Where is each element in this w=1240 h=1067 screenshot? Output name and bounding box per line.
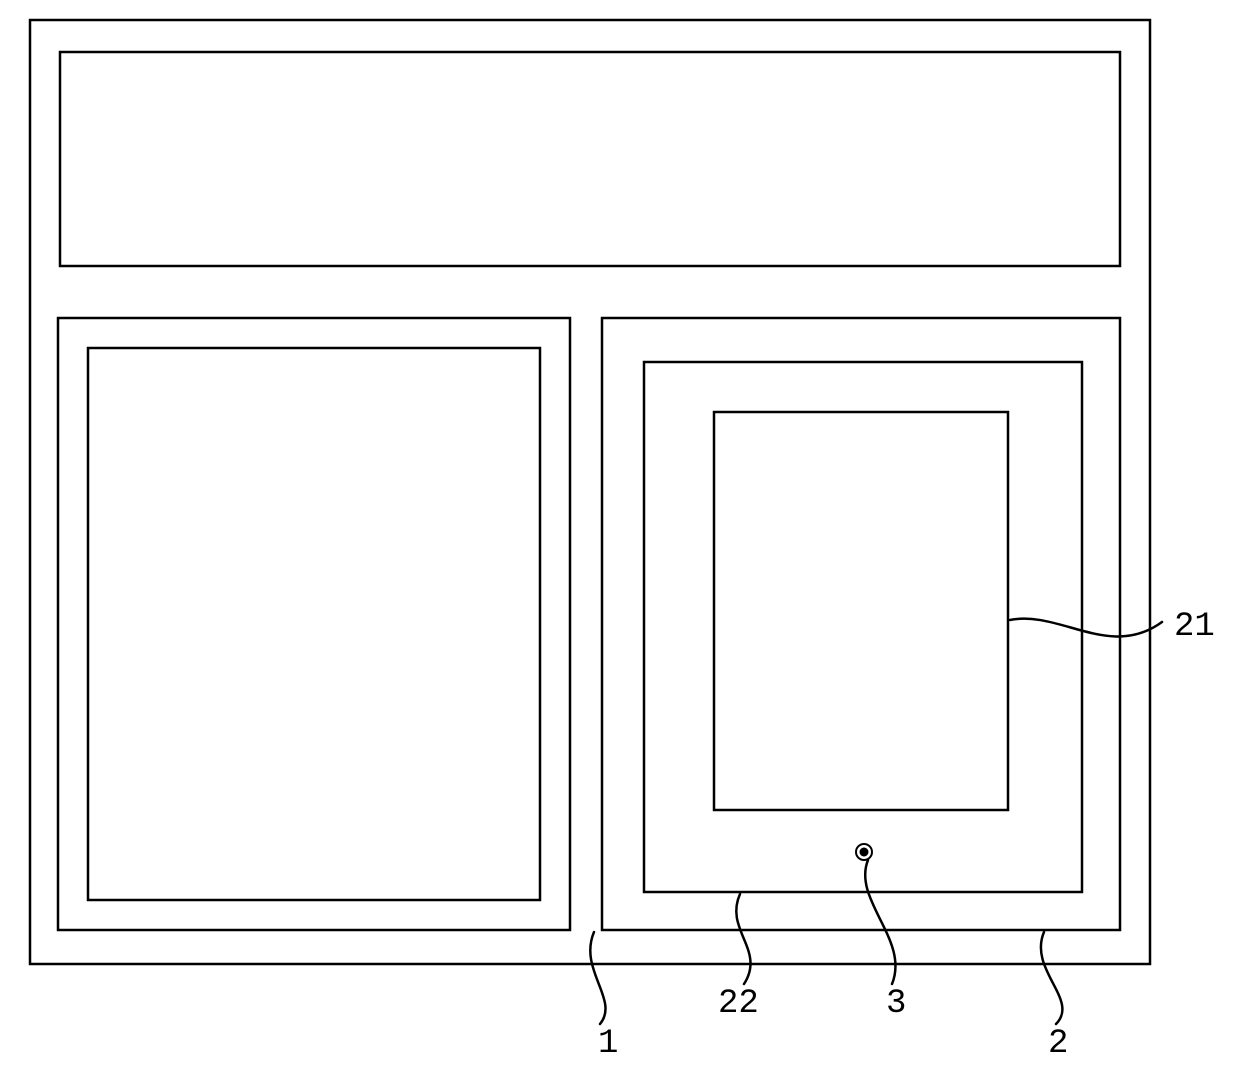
right-panel [602,318,1120,930]
leader-label-22: 22 [718,985,759,1023]
home-button-dot [860,848,869,857]
tablet-body [644,362,1082,892]
leader-label-2: 2 [1048,1025,1068,1063]
outer-frame [30,20,1150,964]
left-panel [58,318,570,930]
leader-line-2 [1041,932,1063,1024]
top-bar [60,52,1120,266]
leader-line-3 [865,860,895,984]
left-panel-inner [88,348,540,900]
leader-line-1 [590,932,605,1024]
tablet-screen [714,412,1008,810]
leader-label-21: 21 [1174,608,1215,646]
leader-line-22 [736,894,750,984]
leader-label-3: 3 [886,985,906,1023]
diagram-svg: 21 1 22 3 2 [0,0,1240,1067]
leader-line-21 [1010,619,1162,637]
leader-label-1: 1 [598,1025,618,1063]
